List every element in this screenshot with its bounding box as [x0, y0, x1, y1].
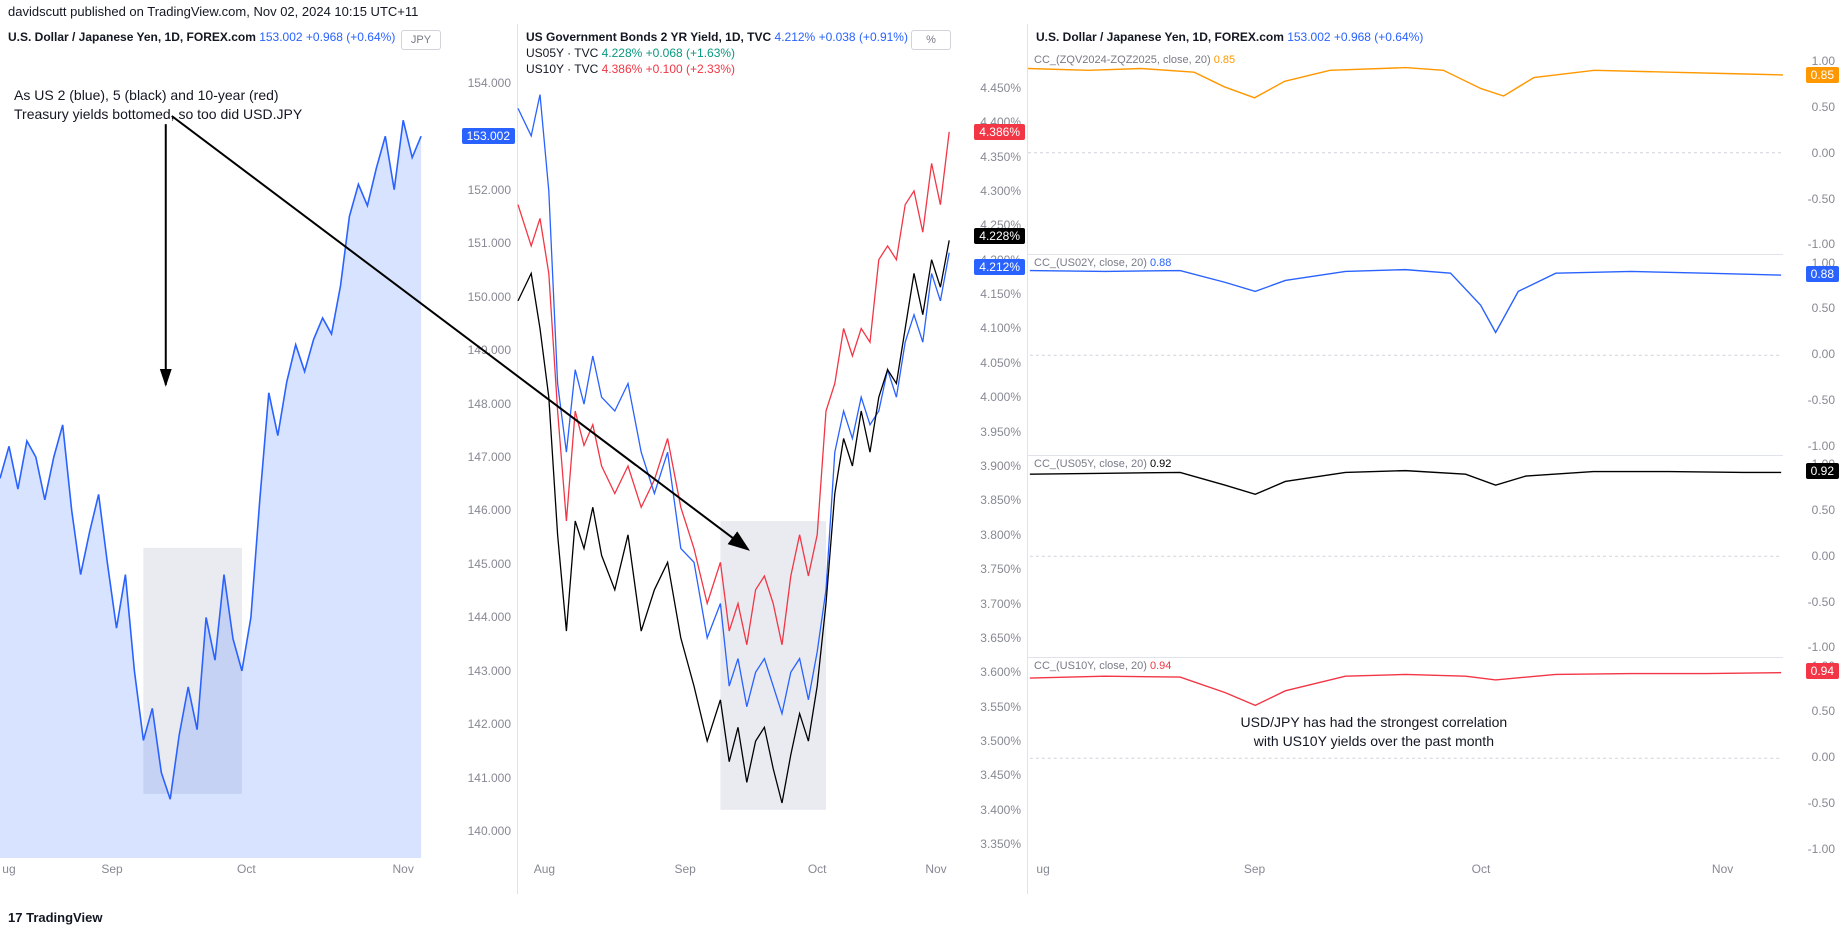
corr-sub-3[interactable]: CC_(US10Y, close, 20) 0.94 [1028, 657, 1783, 859]
legend-yields: US Government Bonds 2 YR Yield, 1D, TVC … [526, 30, 908, 78]
panel-yields[interactable]: US Government Bonds 2 YR Yield, 1D, TVC … [518, 24, 1028, 894]
annotation-corr: USD/JPY has had the strongest correlatio… [1164, 713, 1584, 751]
corr-sub-1[interactable]: CC_(US02Y, close, 20) 0.88 [1028, 254, 1783, 456]
price-tag-corr: 0.94 [1806, 663, 1839, 679]
price-tag-usdjpy: 153.002 [462, 128, 515, 144]
y-axis-p2[interactable]: 3.350%3.400%3.450%3.500%3.550%3.600%3.65… [957, 74, 1027, 858]
corr-legend: CC_(US02Y, close, 20) 0.88 [1034, 257, 1171, 269]
y-axis-p3[interactable]: 1.000.500.00-0.50-1.000.851.000.500.00-0… [1783, 52, 1841, 858]
y-axis-p1[interactable]: 140.000141.000142.000143.000144.000145.0… [447, 56, 517, 858]
price-tag-yield: 4.386% [974, 124, 1025, 140]
panel-usdjpy[interactable]: U.S. Dollar / Japanese Yen, 1D, FOREX.co… [0, 24, 518, 894]
corr-legend: CC_(ZQV2024-ZQZ2025, close, 20) 0.85 [1034, 54, 1235, 66]
corr-legend: CC_(US10Y, close, 20) 0.94 [1034, 660, 1171, 672]
x-axis-p2[interactable]: AugSepOctNov [518, 858, 958, 894]
panel-correlations[interactable]: U.S. Dollar / Japanese Yen, 1D, FOREX.co… [1028, 24, 1841, 894]
annotation-yields-bottom: As US 2 (blue), 5 (black) and 10-year (r… [14, 86, 302, 124]
unit-jpy[interactable]: JPY [401, 30, 441, 50]
price-tag-corr: 0.85 [1806, 67, 1839, 83]
legend-usdjpy: U.S. Dollar / Japanese Yen, 1D, FOREX.co… [8, 30, 395, 46]
corr-sub-0[interactable]: CC_(ZQV2024-ZQZ2025, close, 20) 0.85 [1028, 52, 1783, 254]
price-tag-corr: 0.92 [1806, 463, 1839, 479]
unit-pct[interactable]: % [911, 30, 951, 50]
corr-sub-2[interactable]: CC_(US05Y, close, 20) 0.92 [1028, 455, 1783, 657]
corr-legend: CC_(US05Y, close, 20) 0.92 [1034, 458, 1171, 470]
panels: U.S. Dollar / Japanese Yen, 1D, FOREX.co… [0, 24, 1841, 894]
price-tag-corr: 0.88 [1806, 266, 1839, 282]
price-tag-yield: 4.228% [974, 228, 1025, 244]
publisher-text: davidscutt published on TradingView.com,… [8, 4, 418, 19]
price-tag-yield: 4.212% [974, 259, 1025, 275]
x-axis-p3[interactable]: ugSepOctNov [1028, 858, 1783, 894]
tv-logo: 17 TradingView [8, 910, 102, 925]
legend-p3: U.S. Dollar / Japanese Yen, 1D, FOREX.co… [1036, 30, 1423, 46]
x-axis-p1[interactable]: ugSepOctNov [0, 858, 448, 894]
